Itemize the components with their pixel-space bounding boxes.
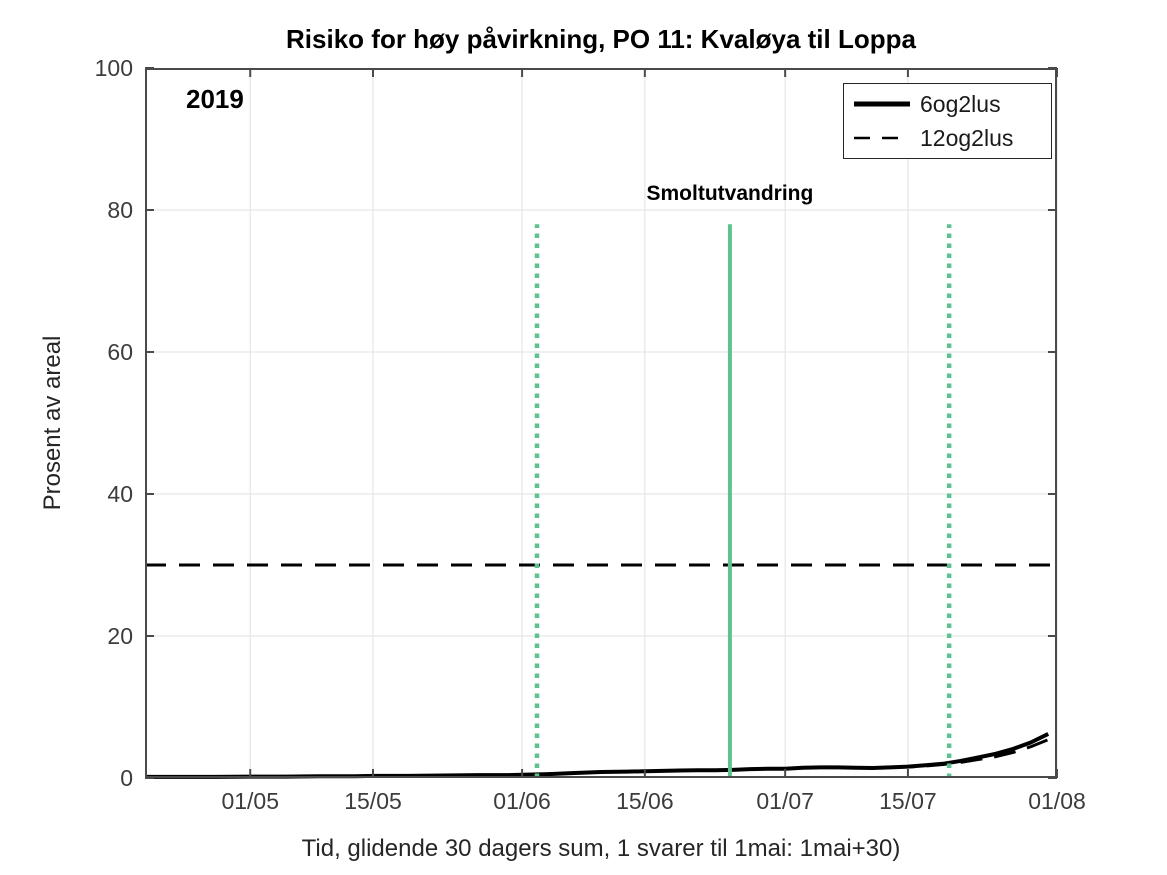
legend-label: 6og2lus <box>920 90 1001 117</box>
x-tick-label: 15/07 <box>879 788 937 814</box>
x-tick-label: 01/07 <box>756 788 814 814</box>
legend-item-12og2lus: 12og2lus <box>854 122 1041 154</box>
y-tick-label: 20 <box>107 623 133 649</box>
x-tick-label: 01/08 <box>1028 788 1086 814</box>
plot-area <box>145 67 1058 779</box>
series-line-6og2lus <box>145 732 1050 779</box>
x-axis-label: Tid, glidende 30 dagers sum, 1 svarer ti… <box>301 835 901 862</box>
y-tick-labels: 0 20 40 60 80 100 <box>0 55 133 791</box>
legend-dashed-line-sample <box>854 136 910 140</box>
x-tick-label: 01/05 <box>221 788 279 814</box>
x-tick-label: 01/06 <box>493 788 551 814</box>
x-tick-labels: 01/05 15/05 01/06 15/06 01/07 15/07 01/08 <box>145 788 1085 818</box>
chart-title: Risiko for høy påvirkning, PO 11: Kvaløy… <box>286 24 916 54</box>
plot-canvas <box>145 67 1058 779</box>
y-tick-label: 40 <box>107 481 133 507</box>
x-tick-label: 15/06 <box>616 788 674 814</box>
axis-box <box>145 68 1057 778</box>
legend-solid-line-sample <box>854 101 910 107</box>
legend-item-6og2lus: 6og2lus <box>854 88 1041 120</box>
x-tick-label: 15/05 <box>344 788 402 814</box>
y-tick-label: 0 <box>120 765 133 791</box>
year-label: 2019 <box>186 84 244 114</box>
y-tick-label: 100 <box>94 55 133 81</box>
legend-label: 12og2lus <box>920 124 1014 151</box>
smoltutvandring-label: Smoltutvandring <box>646 182 814 205</box>
y-tick-label: 80 <box>107 197 133 223</box>
y-tick-label: 60 <box>107 339 133 365</box>
legend: 6og2lus 12og2lus <box>843 83 1052 159</box>
